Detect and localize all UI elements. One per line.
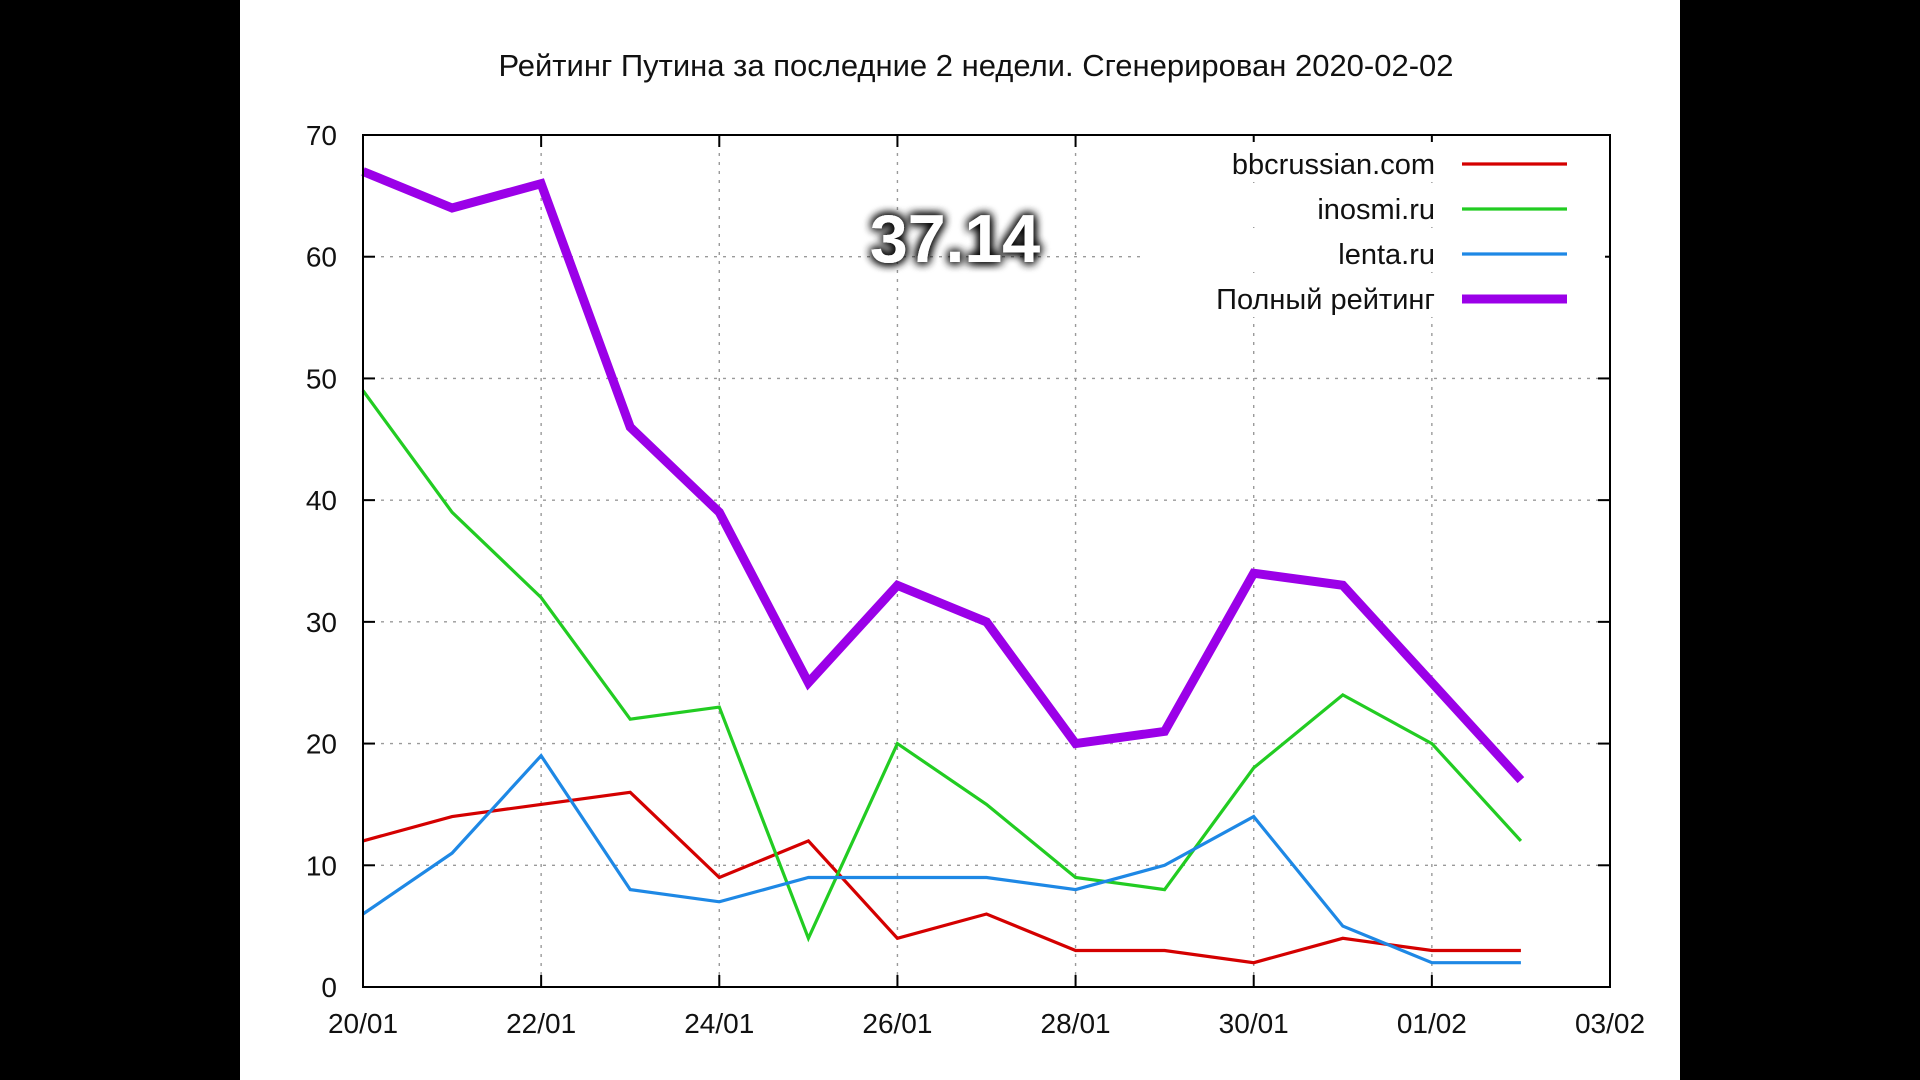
series-line-3: [362, 753, 1521, 965]
x-tick-label: 26/01: [862, 1008, 932, 1039]
y-tick-label: 50: [306, 363, 337, 394]
legend-label: lenta.ru: [1338, 239, 1435, 271]
series-layer: [361, 167, 1525, 965]
x-tick-label: 30/01: [1219, 1008, 1289, 1039]
legend-background: [1145, 142, 1605, 182]
x-tick-label: 24/01: [684, 1008, 754, 1039]
y-tick-label: 70: [306, 120, 337, 151]
legend-background: [1145, 232, 1605, 272]
y-tick-label: 60: [306, 242, 337, 273]
legend-label: bbcrussian.com: [1232, 149, 1435, 181]
legend-label: inosmi.ru: [1317, 194, 1435, 226]
chart-title: Рейтинг Путина за последние 2 недели. Сг…: [498, 48, 1453, 83]
axis-ticks: 0 10 20 30 40 50 60 70 20/01 22/01 24/01 26/01 28/01…: [306, 120, 1645, 1039]
x-tick-label: 01/02: [1397, 1008, 1467, 1039]
x-tick-label: 28/01: [1041, 1008, 1111, 1039]
y-tick-label: 40: [306, 485, 337, 516]
x-tick-label: 03/02: [1575, 1008, 1645, 1039]
plot-frame: [362, 134, 1611, 988]
legend-label: Полный рейтинг: [1216, 284, 1435, 316]
grid-lines: [363, 135, 1610, 987]
x-tick-label: 22/01: [506, 1008, 576, 1039]
y-tick-label: 20: [306, 729, 337, 760]
current-rating-value: 37.14: [870, 201, 1040, 277]
legend-background: [1145, 187, 1605, 227]
y-tick-label: 0: [321, 972, 337, 1003]
series-line-1: [362, 790, 1521, 965]
x-tick-label: 20/01: [328, 1008, 398, 1039]
legend: bbcrussian.com inosmi.ru lenta.ru Полный ре…: [1145, 142, 1605, 317]
series-line-4: [361, 167, 1525, 784]
y-tick-label: 30: [306, 607, 337, 638]
line-chart: Рейтинг Путина за последние 2 недели. Сг…: [306, 48, 1645, 1039]
y-tick-label: 10: [306, 850, 337, 881]
series-line-2: [361, 389, 1523, 943]
chart-panel: Рейтинг Путина за последние 2 недели. Сг…: [240, 0, 1680, 1080]
